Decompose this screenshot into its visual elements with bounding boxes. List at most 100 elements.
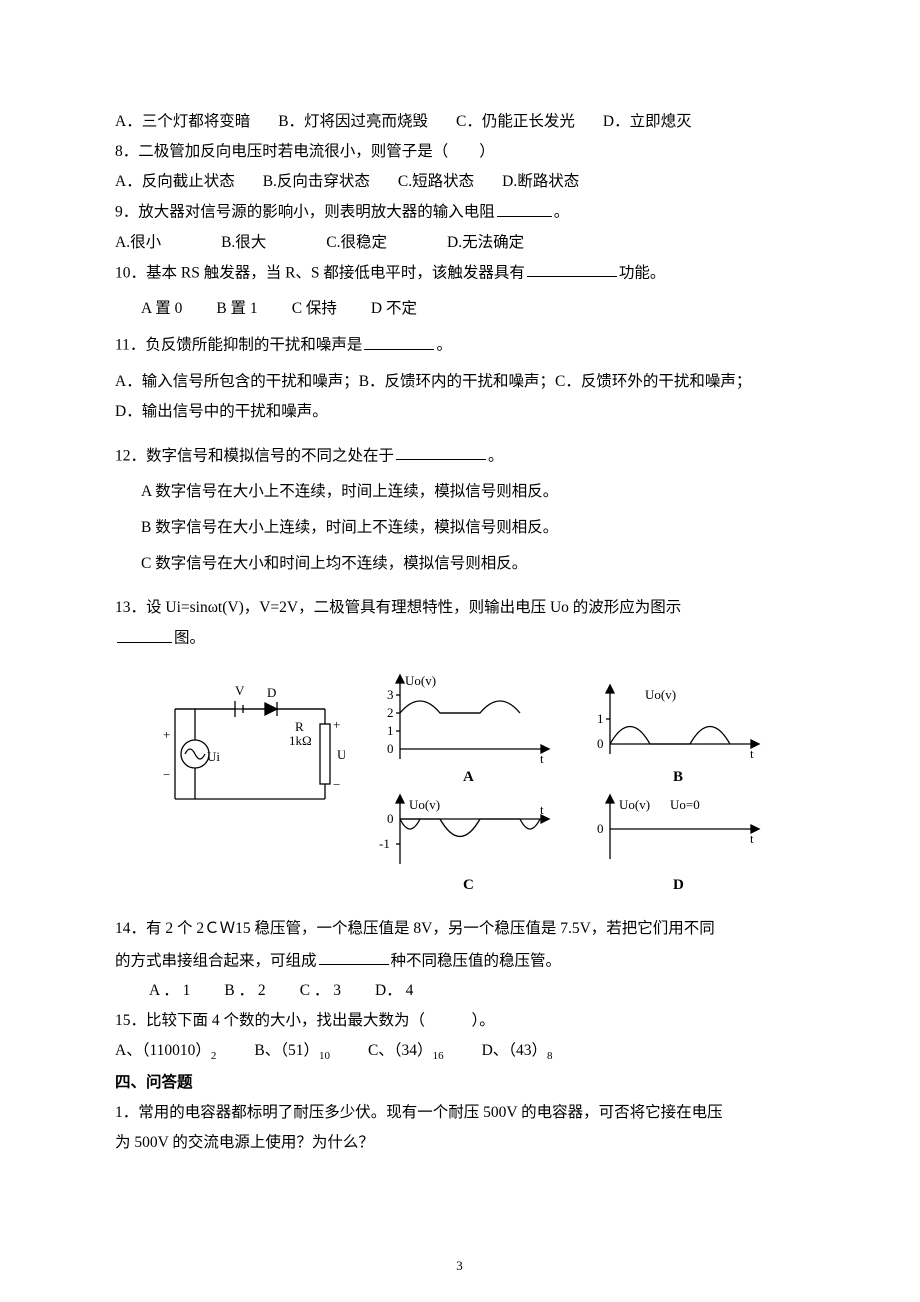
q11-blank [364, 333, 434, 350]
lbl-uozero: Uo=0 [670, 797, 700, 812]
sec4-q1-l2: 为 500V 的交流电源上使用？为什么？ [115, 1131, 805, 1155]
q11-stem: 11．负反馈所能抑制的干扰和噪声是 。 [115, 333, 805, 358]
page-number: 3 [0, 1256, 920, 1276]
lbl-a: A [463, 769, 474, 785]
q9-stem-b: 。 [554, 204, 570, 221]
q7-options: A．三个灯都将变暗 B．灯将因过亮而烧毁 C．仍能正长发光 D．立即熄灭 [115, 110, 805, 134]
q14-line2a: 的方式串接组合起来，可组成 [115, 952, 317, 969]
q15-opt-b: B、（51）10 [254, 1039, 330, 1065]
lbl-d: D [267, 685, 276, 700]
q15-opt-d: D、（43）8 [482, 1039, 553, 1065]
q13-stem-line2: 图。 [115, 626, 805, 651]
q10-opt-a: A 置 0 [141, 297, 182, 321]
q9-opt-d: D.无法确定 [447, 231, 524, 255]
q13-wave-b: Uo(v) 1 0 t B [585, 669, 765, 789]
q12-opt-c: C 数字信号在大小和时间上均不连续，模拟信号则相反。 [115, 552, 805, 576]
q8-options: A．反向截止状态 B.反向击穿状态 C.短路状态 D.断路状态 [115, 170, 805, 194]
q12-stem-b: 。 [488, 447, 504, 464]
lbl-v: V [235, 683, 245, 698]
q13-stem-b: 图。 [174, 630, 205, 647]
q10-opt-b: B 置 1 [216, 297, 257, 321]
q10-stem: 10．基本 RS 触发器，当 R、S 都接低电平时，该触发器具有 功能。 [115, 261, 805, 286]
svg-text:−: − [333, 777, 340, 792]
q10-stem-b: 功能。 [619, 264, 666, 281]
svg-text:+: + [163, 727, 170, 742]
q8-opt-b: B.反向击穿状态 [263, 170, 370, 194]
q12-stem-a: 12．数字信号和模拟信号的不同之处在于 [115, 447, 394, 464]
q14-line2b: 种不同稳压值的稳压管。 [391, 952, 562, 969]
q14-options: A ． 1 B ． 2 C ． 3 D． 4 [115, 979, 805, 1003]
lbl-uov-c: Uo(v) [409, 797, 440, 812]
q9-stem-a: 9．放大器对信号源的影响小，则表明放大器的输入电阻 [115, 204, 495, 221]
sec4-q1-l1: 1．常用的电容器都标明了耐压多少伏。现有一个耐压 500V 的电容器，可否将它接… [115, 1101, 805, 1125]
section-4-title: 四、问答题 [115, 1071, 805, 1095]
svg-text:0: 0 [387, 811, 394, 826]
q15-options: A、（110010）2 B、（51）10 C、（34）16 D、（43）8 [115, 1039, 805, 1065]
lbl-uov-d: Uo(v) [619, 797, 650, 812]
lbl-d2: D [673, 877, 684, 893]
svg-text:t: t [540, 751, 544, 766]
q13-stem-line1: 13．设 Ui=sinωt(V)，V=2V，二极管具有理想特性，则输出电压 Uo… [115, 596, 805, 620]
q11-stem-b: 。 [436, 337, 452, 354]
q12-stem: 12．数字信号和模拟信号的不同之处在于 。 [115, 444, 805, 469]
q14-opt-a: A ． 1 [149, 979, 190, 1003]
lbl-r: R [295, 719, 304, 734]
q10-stem-a: 10．基本 RS 触发器，当 R、S 都接低电平时，该触发器具有 [115, 264, 525, 281]
q12-opt-b: B 数字信号在大小上连续，时间上不连续，模拟信号则相反。 [115, 516, 805, 540]
q7-opt-b: B．灯将因过亮而烧毁 [278, 110, 428, 134]
svg-text:1: 1 [597, 711, 604, 726]
svg-text:+: + [333, 717, 340, 732]
q8-opt-d: D.断路状态 [502, 170, 579, 194]
q13-blank [117, 626, 172, 643]
q9-blank [497, 200, 552, 217]
q9-options: A.很小 B.很大 C.很稳定 D.无法确定 [115, 231, 805, 255]
svg-text:0: 0 [387, 741, 394, 756]
svg-text:t: t [750, 831, 754, 846]
q13-wave-d: Uo(v) Uo=0 0 t D [585, 789, 765, 899]
q14-line1: 14．有 2 个 2ＣＷ15 稳压管，一个稳压值是 8V，另一个稳压值是 7.5… [115, 917, 805, 941]
q12-blank [396, 444, 486, 461]
q11-stem-a: 11．负反馈所能抑制的干扰和噪声是 [115, 337, 362, 354]
svg-text:-1: -1 [379, 836, 390, 851]
q14-opt-d: D． 4 [375, 979, 413, 1003]
svg-text:1: 1 [387, 723, 394, 738]
svg-text:3: 3 [387, 687, 394, 702]
lbl-b: B [673, 769, 683, 785]
q13-wave-a: Uo(v) 3 2 1 0 t A [375, 669, 555, 789]
lbl-uo: Uo [337, 747, 345, 762]
q13-wave-c: Uo(v) 0 -1 t C [375, 789, 555, 899]
svg-text:−: − [163, 767, 170, 782]
q13-waveforms: Uo(v) 3 2 1 0 t A [375, 669, 765, 899]
q12-opt-a: A 数字信号在大小上不连续，时间上连续，模拟信号则相反。 [115, 480, 805, 504]
q14-line2: 的方式串接组合起来，可组成 种不同稳压值的稳压管。 [115, 949, 805, 974]
q9-stem: 9．放大器对信号源的影响小，则表明放大器的输入电阻 。 [115, 200, 805, 225]
q9-opt-c: C.很稳定 [326, 231, 387, 255]
svg-text:t: t [750, 746, 754, 761]
q10-options: A 置 0 B 置 1 C 保持 D 不定 [115, 297, 805, 321]
q14-opt-b: B ． 2 [224, 979, 265, 1003]
q14-opt-c: C ． 3 [300, 979, 341, 1003]
lbl-rval: 1kΩ [289, 733, 312, 748]
q11-opts-line1: A．输入信号所包含的干扰和噪声；B．反馈环内的干扰和噪声；C．反馈环外的干扰和噪… [115, 370, 805, 394]
svg-text:0: 0 [597, 736, 604, 751]
q9-opt-b: B.很大 [221, 231, 266, 255]
lbl-ui: Ui [207, 749, 220, 764]
q13-circuit: + − + − Ui V D R 1kΩ Uo [155, 669, 345, 839]
svg-text:t: t [540, 802, 544, 817]
q11-opts-line2: D．输出信号中的干扰和噪声。 [115, 400, 805, 424]
q8-stem: 8．二极管加反向电压时若电流很小，则管子是（ ） [115, 140, 805, 164]
q15-stem: 15．比较下面 4 个数的大小，找出最大数为（ ）。 [115, 1009, 805, 1033]
q10-opt-c: C 保持 [292, 297, 337, 321]
q7-opt-d: D．立即熄灭 [603, 110, 692, 134]
q15-opt-a: A、（110010）2 [115, 1039, 216, 1065]
q15-opt-c: C、（34）16 [368, 1039, 444, 1065]
q8-opt-c: C.短路状态 [398, 170, 474, 194]
q10-opt-d: D 不定 [371, 297, 417, 321]
lbl-uov-b: Uo(v) [645, 687, 676, 702]
q7-opt-c: C．仍能正长发光 [456, 110, 575, 134]
svg-text:0: 0 [597, 821, 604, 836]
svg-text:2: 2 [387, 705, 394, 720]
q13-figures: + − + − Ui V D R 1kΩ Uo [115, 669, 805, 899]
lbl-uov-a: Uo(v) [405, 673, 436, 688]
q14-blank [319, 949, 389, 966]
